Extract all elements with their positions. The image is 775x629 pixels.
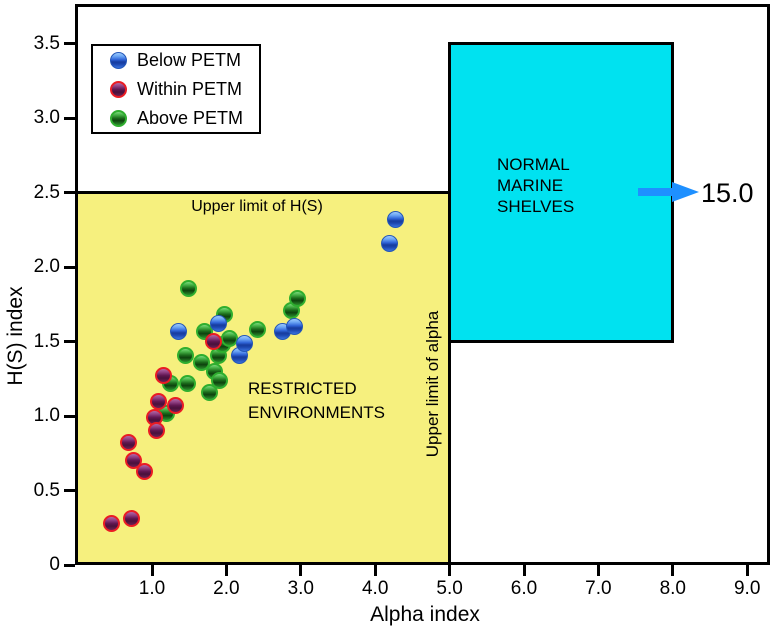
legend: Below PETM Within PETM Above PETM <box>91 44 261 134</box>
data-point-within-petm <box>147 422 165 440</box>
normal-label-line1: NORMAL <box>497 155 570 174</box>
restricted-label-line1: RESTRICTED <box>248 379 357 398</box>
restricted-label-line2: ENVIRONMENTS <box>248 403 385 422</box>
y-axis-title: H(S) index <box>4 286 27 386</box>
y-tick-label: 2.5 <box>33 181 60 203</box>
y-tick <box>64 42 75 46</box>
normal-label-line2: MARINE <box>497 176 564 195</box>
y-tick-label: 2.0 <box>33 256 60 278</box>
x-tick <box>522 565 526 576</box>
x-tick-label: 2.0 <box>213 578 240 599</box>
data-point-below-petm <box>170 322 188 340</box>
x-axis-title: Alpha index <box>370 603 480 626</box>
data-point-above-petm <box>200 383 218 401</box>
data-point-below-petm <box>380 234 398 252</box>
y-tick-label: 0.5 <box>33 479 60 501</box>
below-petm-marker-icon <box>110 51 127 69</box>
above-petm-marker-icon <box>110 109 127 127</box>
x-tick-label: 7.0 <box>585 578 612 599</box>
x-tick <box>671 565 675 576</box>
data-point-within-petm <box>136 462 154 480</box>
y-tick-label: 0 <box>49 554 60 575</box>
data-point-within-petm <box>166 397 184 415</box>
x-tick <box>596 565 600 576</box>
data-point-within-petm <box>155 367 173 385</box>
x-tick <box>299 565 303 576</box>
data-point-above-petm <box>289 289 307 307</box>
normal-marine-shelves-region <box>448 42 675 344</box>
legend-label-within-petm: Within PETM <box>137 78 243 99</box>
data-point-below-petm <box>235 334 253 352</box>
data-point-within-petm <box>150 392 168 410</box>
restricted-environments-label: RESTRICTED ENVIRONMENTS <box>248 377 385 425</box>
data-point-above-petm <box>192 353 210 371</box>
legend-item-above-petm: Above PETM <box>110 108 259 129</box>
data-point-above-petm <box>179 279 197 297</box>
restricted-environments-region <box>76 191 452 564</box>
y-tick <box>64 340 75 344</box>
upper-limit-hs-label: Upper limit of H(S) <box>191 198 323 215</box>
x-tick <box>745 565 749 576</box>
data-point-below-petm <box>386 211 404 229</box>
data-point-below-petm <box>286 318 304 336</box>
legend-item-below-petm: Below PETM <box>110 50 259 71</box>
x-tick-label: 1.0 <box>138 578 166 599</box>
x-tick <box>150 565 154 576</box>
data-point-within-petm <box>119 434 137 452</box>
legend-item-within-petm: Within PETM <box>110 79 259 100</box>
data-point-above-petm <box>211 371 229 389</box>
x-tick-label: 6.0 <box>510 578 538 599</box>
x-tick <box>373 565 377 576</box>
normal-label-line3: SHELVES <box>497 197 575 216</box>
x-tick <box>448 565 452 576</box>
y-tick-label: 3.5 <box>33 32 60 54</box>
x-tick-label: 9.0 <box>733 578 761 599</box>
x-tick-label: 3.0 <box>287 578 314 599</box>
normal-marine-shelves-label: NORMAL MARINE SHELVES <box>497 154 574 217</box>
y-tick <box>64 563 75 567</box>
data-point-within-petm <box>103 514 121 532</box>
y-tick-label: 1.0 <box>33 405 60 427</box>
data-point-above-petm <box>179 374 197 392</box>
data-point-within-petm <box>122 510 140 528</box>
y-tick <box>64 116 75 120</box>
off-scale-arrow-icon <box>638 182 699 202</box>
data-point-below-petm <box>210 315 228 333</box>
x-tick-label: 4.0 <box>361 578 389 599</box>
legend-label-below-petm: Below PETM <box>137 49 242 70</box>
y-tick-label: 3.0 <box>33 107 60 129</box>
legend-label-above-petm: Above PETM <box>137 107 244 128</box>
y-tick <box>64 414 75 418</box>
x-tick <box>224 565 228 576</box>
data-point-above-petm <box>249 321 267 339</box>
off-scale-value-label: 15.0 <box>701 178 754 208</box>
data-point-above-petm <box>176 346 194 364</box>
data-point-within-petm <box>205 333 223 351</box>
y-tick <box>64 489 75 493</box>
y-tick <box>64 191 75 195</box>
y-tick-label: 1.5 <box>33 330 60 352</box>
within-petm-marker-icon <box>110 80 127 98</box>
x-tick-label: 8.0 <box>659 578 686 599</box>
y-tick <box>64 265 75 269</box>
upper-limit-alpha-label: Upper limit of alpha <box>423 310 442 458</box>
x-tick-label: 5.0 <box>436 578 463 599</box>
